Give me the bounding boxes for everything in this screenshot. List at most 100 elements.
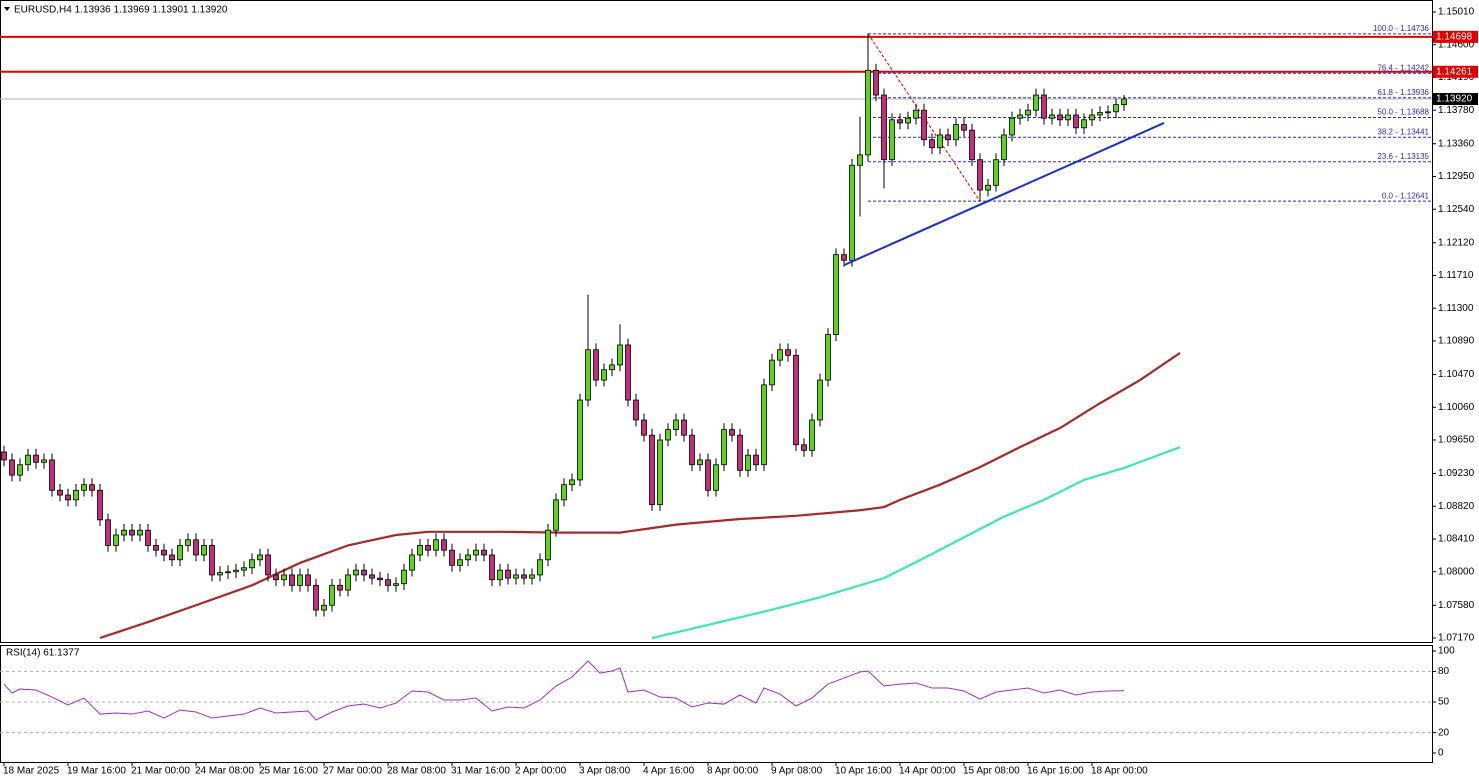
candle-body (593, 349, 599, 381)
candle-body (529, 574, 535, 579)
x-tick-label: 21 Mar 00:00 (131, 766, 190, 777)
candle-body (321, 604, 327, 611)
candle-body (937, 134, 943, 149)
candle-body (705, 459, 711, 491)
candle-body (809, 419, 815, 451)
candle-body (865, 69, 871, 156)
candle-body (353, 569, 359, 576)
x-tick-label: 19 Mar 16:00 (67, 766, 126, 777)
candle-body (1025, 109, 1031, 116)
candle-body (81, 484, 87, 491)
fib-label: 38.2 - 1.13441 (1377, 127, 1429, 136)
candle-body (137, 529, 143, 536)
y-tick-label: 1.09230 (1438, 468, 1475, 479)
candle-body (985, 184, 991, 191)
candle-body (737, 434, 743, 471)
x-tick-label: 3 Apr 08:00 (579, 766, 631, 777)
rsi-y-tick-label: 80 (1438, 666, 1450, 677)
candle-body (265, 554, 271, 576)
candle-body (633, 399, 639, 421)
candle-body (801, 444, 807, 451)
chart-title: EURUSD,H4 1.13936 1.13969 1.13901 1.1392… (14, 5, 228, 16)
x-tick-label: 31 Mar 16:00 (451, 766, 510, 777)
candle-body (977, 159, 983, 191)
candle-body (225, 571, 231, 574)
candle-body (1, 451, 7, 461)
candle-body (961, 124, 967, 131)
candle-body (169, 554, 175, 561)
candle-body (97, 489, 103, 521)
candle-body (849, 164, 855, 261)
candle-body (665, 429, 671, 441)
candle-body (489, 554, 495, 581)
y-tick-label: 1.09650 (1438, 435, 1475, 446)
y-tick-label: 1.12950 (1438, 171, 1475, 182)
y-tick-label: 1.10470 (1438, 369, 1475, 380)
candle-body (201, 544, 207, 556)
rsi-line (3, 660, 1125, 721)
candle-body (761, 384, 767, 466)
candle-body (297, 574, 303, 586)
candle-body (545, 529, 551, 561)
candle-body (17, 464, 23, 476)
symbol-menu-icon (4, 7, 10, 11)
fib-label: 61.8 - 1.13936 (1377, 88, 1429, 97)
candle-body (49, 459, 55, 491)
y-tick-label: 1.08410 (1438, 534, 1475, 545)
candle-body (33, 454, 39, 463)
candle-body (1041, 94, 1047, 119)
fib-label: 0.0 - 1.12641 (1382, 191, 1430, 200)
candle-body (993, 159, 999, 186)
candle-body (129, 529, 135, 536)
candle-body (305, 574, 311, 586)
y-tick-label: 1.08820 (1438, 501, 1475, 512)
candle-body (481, 549, 487, 556)
moving-average (651, 446, 1181, 640)
candle-body (273, 574, 279, 581)
candle-body (329, 584, 335, 606)
x-tick-label: 15 Apr 08:00 (963, 766, 1020, 777)
price-tag (1433, 65, 1478, 78)
x-tick-label: 27 Mar 00:00 (323, 766, 382, 777)
candle-body (769, 359, 775, 386)
candle-body (473, 549, 479, 556)
candle-body (65, 494, 71, 501)
candle-body (121, 529, 127, 536)
main-panel (0, 0, 1433, 643)
candle-body (681, 419, 687, 436)
candle-body (945, 134, 951, 141)
candle-body (649, 434, 655, 506)
fib-label: 23.6 - 1.13135 (1377, 152, 1429, 161)
y-tick-label: 1.11300 (1438, 303, 1474, 314)
candle-body (745, 454, 751, 471)
candle-body (185, 539, 191, 546)
current-price-label: 1.13920 (1436, 94, 1473, 105)
candle-body (9, 459, 15, 476)
plot-layer: 1.150101.146001.141901.137801.133601.129… (0, 7, 1478, 777)
candle-body (969, 129, 975, 161)
x-tick-label: 10 Apr 16:00 (835, 766, 892, 777)
x-tick-label: 9 Apr 08:00 (771, 766, 823, 777)
candle-body (929, 139, 935, 149)
candle-body (425, 544, 431, 551)
candle-body (89, 484, 95, 491)
fib-label: 100.0 - 1.14736 (1373, 24, 1430, 33)
rsi-title: RSI(14) 61.1377 (6, 648, 80, 659)
candle-body (1073, 114, 1079, 129)
candle-body (793, 354, 799, 446)
candle-body (449, 549, 455, 566)
candle-body (209, 544, 215, 576)
candle-body (393, 583, 399, 586)
candle-body (897, 119, 903, 124)
y-tick-label: 1.13780 (1438, 105, 1475, 116)
y-tick-label: 1.13360 (1438, 138, 1475, 149)
candle-body (1057, 114, 1063, 121)
candle-body (257, 554, 263, 561)
y-tick-label: 1.07580 (1438, 600, 1475, 611)
rsi-y-tick-label: 50 (1438, 697, 1450, 708)
candle-body (73, 489, 79, 501)
candle-body (881, 94, 887, 161)
x-tick-label: 16 Apr 16:00 (1027, 766, 1084, 777)
y-tick-label: 1.15010 (1438, 7, 1475, 18)
